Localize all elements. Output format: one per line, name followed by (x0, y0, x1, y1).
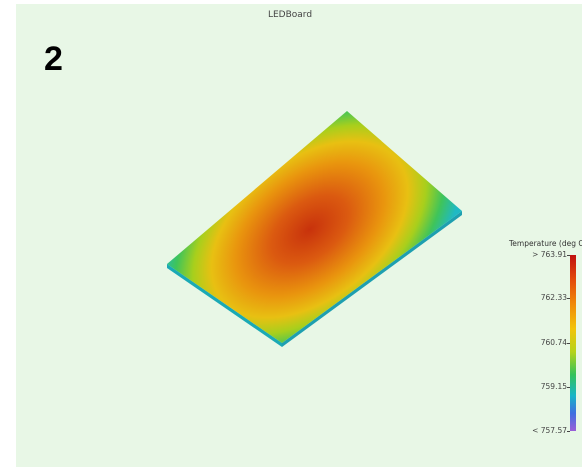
legend-tick-3: 760.74 (540, 338, 567, 347)
legend-title: Temperature (deg C) (509, 239, 582, 248)
legend-tick-4: 759.15 (540, 382, 567, 391)
legend-tick-min: < 757.57 (532, 426, 567, 435)
model-title: LEDBoard (267, 10, 313, 20)
tick-mark (567, 298, 570, 299)
tick-mark (567, 255, 570, 256)
temperature-colorbar (570, 255, 576, 431)
legend-tick-2: 762.33 (540, 293, 567, 302)
tick-mark (567, 431, 570, 432)
board-surface (167, 111, 462, 343)
board-edge (167, 264, 282, 347)
board-edge-right (282, 211, 462, 347)
legend-tick-max: > 763.91 (532, 250, 567, 259)
tick-mark (567, 343, 570, 344)
step-number: 2 (44, 40, 63, 78)
tick-mark (567, 387, 570, 388)
